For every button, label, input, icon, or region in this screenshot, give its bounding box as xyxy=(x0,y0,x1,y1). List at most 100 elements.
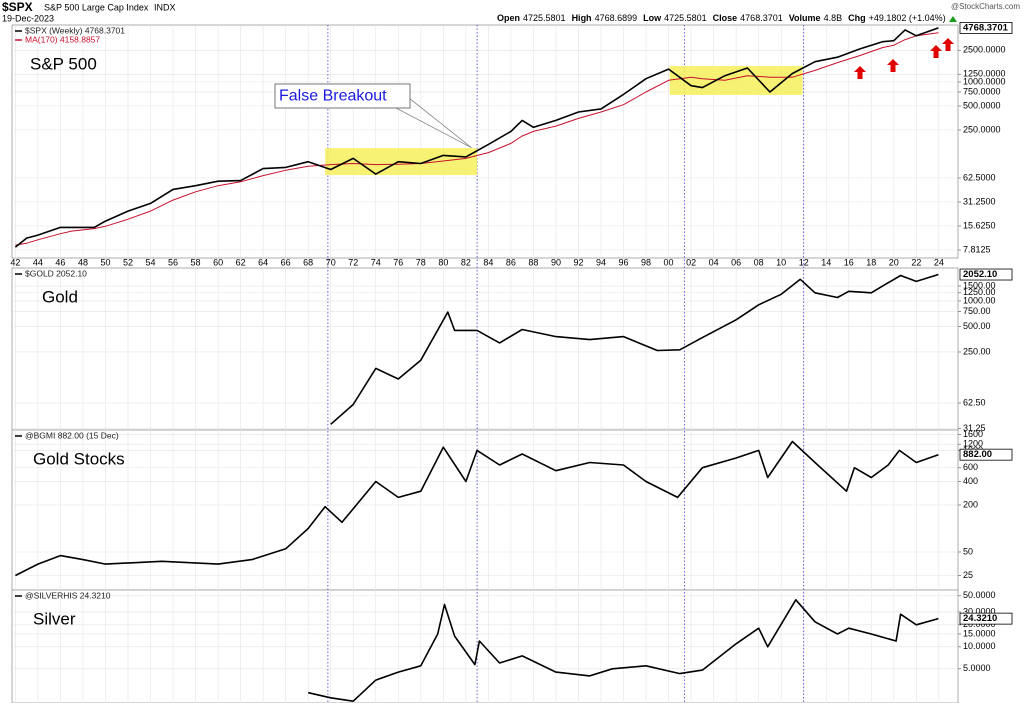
last-value-label: 4768.3701 xyxy=(963,22,1009,33)
quote: Open 4725.5801 High 4768.6899 Low 4725.5801 Cl… xyxy=(497,13,946,23)
x-tick-label: 70 xyxy=(326,257,336,267)
date: 19-Dec-2023 xyxy=(2,13,54,23)
y-tick-label: 1200 xyxy=(963,439,983,449)
y-tick-label: 1000.00 xyxy=(963,295,996,305)
panel-plot xyxy=(15,440,939,577)
y-tick-label: 1000.0000 xyxy=(963,76,1006,86)
x-tick-label: 20 xyxy=(889,257,899,267)
x-tick-label: 00 xyxy=(664,257,674,267)
quote-value: 4.8B xyxy=(824,13,843,23)
y-tick-label: 200 xyxy=(963,499,978,509)
x-tick-label: 54 xyxy=(146,257,156,267)
y-tick-label: 30.0000 xyxy=(963,606,996,616)
x-tick-label: 84 xyxy=(483,257,493,267)
panel-plot xyxy=(14,27,939,248)
x-tick-label: 48 xyxy=(78,257,88,267)
x-tick-label: 08 xyxy=(754,257,764,267)
x-tick-label: 44 xyxy=(33,257,43,267)
y-tick-label: 15.0000 xyxy=(963,628,996,638)
x-tick-label: 92 xyxy=(573,257,583,267)
y-tick-label: 25 xyxy=(963,570,973,580)
legend-label: @BGMI 882.00 (15 Dec) xyxy=(25,430,119,440)
x-tick-label: 10 xyxy=(776,257,786,267)
last-value-box xyxy=(959,448,1013,461)
credit: @StockCharts.com xyxy=(951,2,1020,11)
exchange: INDX xyxy=(154,2,176,12)
labels-layer: $SPX S&P 500 Large Cap Index INDX 19-Dec… xyxy=(2,0,1020,673)
y-tick-label: 2500.0000 xyxy=(963,45,1006,55)
series-line xyxy=(15,32,939,246)
y-tick-label: 50 xyxy=(963,546,973,556)
x-tick-label: 94 xyxy=(596,257,606,267)
arrow xyxy=(854,66,866,79)
y-tick-label: 5.0000 xyxy=(963,663,991,673)
y-tick-label: 7.8125 xyxy=(963,244,991,254)
y-tick-label: 62.5000 xyxy=(963,172,996,182)
y-tick-label: 250.0000 xyxy=(963,124,1001,134)
x-tick-label: 14 xyxy=(821,257,831,267)
legend-label: $GOLD 2052.10 xyxy=(25,268,87,278)
x-tick-label: 18 xyxy=(866,257,876,267)
x-tick-label: 56 xyxy=(168,257,178,267)
x-tick-label: 24 xyxy=(934,257,944,267)
y-tick-label: 250.00 xyxy=(963,346,991,356)
symbol-name: S&P 500 Large Cap Index xyxy=(44,2,149,12)
x-tick-label: 78 xyxy=(416,257,426,267)
y-tick-label: 1500.00 xyxy=(963,280,996,290)
up-indicator xyxy=(949,16,957,22)
panel-plot xyxy=(308,599,939,702)
quote-label: Close xyxy=(713,13,738,23)
panel-frame xyxy=(11,429,959,591)
legend-label: @SILVERHIS 24.3210 xyxy=(25,590,111,600)
x-tick-label: 86 xyxy=(506,257,516,267)
x-tick-label: 90 xyxy=(551,257,561,267)
arrow xyxy=(887,59,899,72)
arrow xyxy=(930,45,942,58)
x-tick-label: 72 xyxy=(348,257,358,267)
x-tick-label: 96 xyxy=(619,257,629,267)
x-tick-label: 98 xyxy=(641,257,651,267)
panel-title: S&P 500 xyxy=(30,54,97,73)
series-line xyxy=(14,27,939,248)
quote-value: 4725.5801 xyxy=(664,13,707,23)
x-tick-label: 42 xyxy=(10,257,20,267)
y-tick-label: 10.0000 xyxy=(963,641,996,651)
y-tick-label: 400 xyxy=(963,476,978,486)
highlight-box xyxy=(669,65,803,95)
x-tick-label: 04 xyxy=(709,257,719,267)
series-line xyxy=(15,440,939,577)
last-value-label: 882.00 xyxy=(963,449,992,460)
legend-label: $SPX (Weekly) 4768.3701 xyxy=(25,25,125,35)
last-value-box xyxy=(959,22,1013,34)
y-tick-label: 31.2500 xyxy=(963,196,996,206)
quote-label: Chg xyxy=(848,13,866,23)
x-tick-label: 64 xyxy=(258,257,268,267)
x-tick-label: 12 xyxy=(799,257,809,267)
x-tick-label: 80 xyxy=(438,257,448,267)
annotation-text: False Breakout xyxy=(279,88,387,105)
callout-line xyxy=(395,107,472,149)
x-tick-label: 46 xyxy=(55,257,65,267)
x-tick-label: 74 xyxy=(371,257,381,267)
panel-title: Gold Stocks xyxy=(33,449,125,468)
series-line xyxy=(308,599,939,702)
x-tick-label: 68 xyxy=(303,257,313,267)
last-value-box xyxy=(959,612,1013,625)
x-tick-label: 82 xyxy=(461,257,471,267)
y-tick-label: 600 xyxy=(963,462,978,472)
symbol: $SPX xyxy=(2,0,33,14)
panel-title: Silver xyxy=(33,609,76,628)
x-tick-label: 02 xyxy=(686,257,696,267)
x-tick-label: 06 xyxy=(731,257,741,267)
quote-label: Volume xyxy=(789,13,821,23)
last-value-label: 2052.10 xyxy=(963,269,997,280)
panel-frame xyxy=(11,24,959,259)
x-tick-label: 62 xyxy=(236,257,246,267)
x-tick-label: 58 xyxy=(191,257,201,267)
y-tick-label: 500.00 xyxy=(963,321,991,331)
x-tick-label: 76 xyxy=(393,257,403,267)
callout-line xyxy=(408,97,472,149)
y-tick-label: 31.25 xyxy=(963,423,986,433)
quote-label: High xyxy=(572,13,592,23)
y-tick-label: 500.0000 xyxy=(963,100,1001,110)
